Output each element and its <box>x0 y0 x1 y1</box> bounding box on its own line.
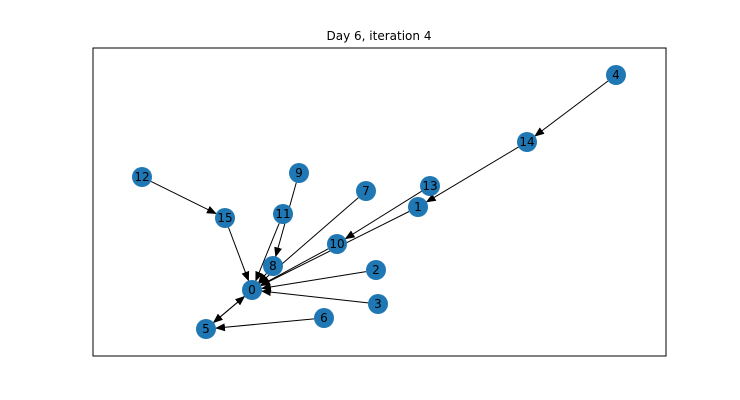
node-label-0: 0 <box>248 283 256 297</box>
edge-6-to-5 <box>215 318 315 332</box>
node-12 <box>132 167 152 187</box>
edge-4-to-14 <box>534 80 609 137</box>
node-7 <box>356 181 376 201</box>
node-label-2: 2 <box>372 263 380 277</box>
edge-15-to-0 <box>228 227 250 282</box>
node-label-1: 1 <box>414 200 422 214</box>
node-label-9: 9 <box>295 166 303 180</box>
node-5 <box>196 319 216 339</box>
node-3 <box>368 294 388 314</box>
node-label-13: 13 <box>422 179 437 193</box>
node-13 <box>420 176 440 196</box>
node-label-11: 11 <box>275 207 290 221</box>
edge-3-to-0 <box>260 288 369 304</box>
edge-5-to-0 <box>213 295 246 323</box>
node-label-15: 15 <box>217 211 232 225</box>
node-label-8: 8 <box>269 259 277 273</box>
edge-8-to-0 <box>257 273 268 284</box>
plot-frame <box>92 47 667 357</box>
node-label-4: 4 <box>612 68 620 82</box>
edge-13-to-10 <box>344 190 422 240</box>
node-label-6: 6 <box>320 311 328 325</box>
node-8 <box>263 256 283 276</box>
figure-title: Day 6, iteration 4 <box>326 29 432 43</box>
node-15 <box>215 208 235 228</box>
edge-2-to-0 <box>260 271 367 291</box>
node-14 <box>517 132 537 152</box>
node-2 <box>366 260 386 280</box>
node-label-14: 14 <box>519 135 534 149</box>
node-label-10: 10 <box>329 237 344 251</box>
edge-14-to-1 <box>425 146 519 203</box>
node-label-5: 5 <box>202 322 210 336</box>
node-label-12: 12 <box>134 170 149 184</box>
edge-11-to-0 <box>255 223 280 282</box>
node-1 <box>408 197 428 217</box>
node-6 <box>314 308 334 328</box>
edge-10-to-0 <box>259 248 329 286</box>
node-label-3: 3 <box>374 297 382 311</box>
node-0 <box>242 280 262 300</box>
edge-12-to-15 <box>150 180 217 215</box>
node-9 <box>289 163 309 183</box>
node-4 <box>606 65 626 85</box>
node-10 <box>327 234 347 254</box>
node-label-7: 7 <box>362 184 370 198</box>
node-11 <box>273 204 293 224</box>
edges-layer <box>150 80 609 332</box>
